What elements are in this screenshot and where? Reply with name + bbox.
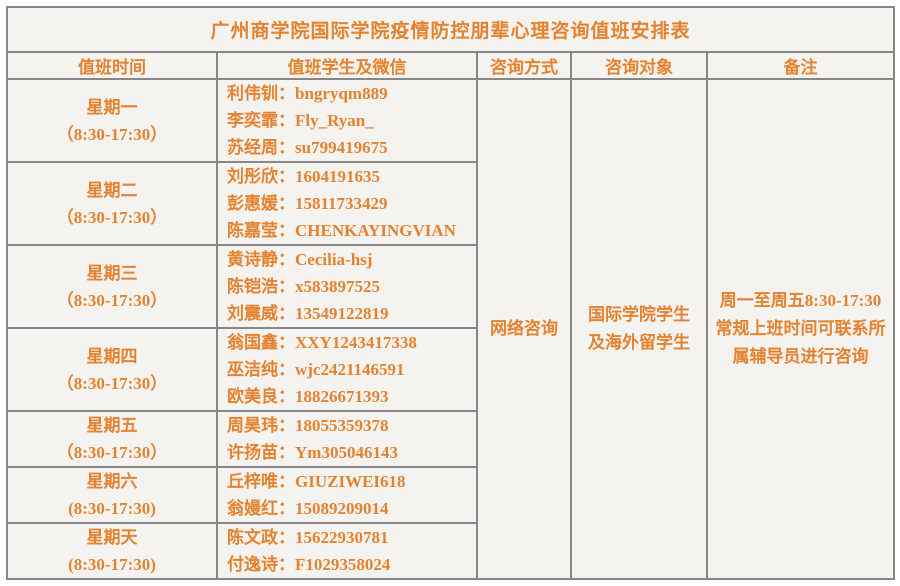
col-header-consult-target: 咨询对象 [570, 51, 708, 80]
consult-target-line: 国际学院学生 [588, 305, 690, 324]
students-wechat-cell: 周昊玮：18055359378 许扬苗：Ym305046143 [216, 410, 478, 468]
remark-line: 常规上班时间可联系所 [715, 319, 886, 338]
duty-day-cell: 星期五 （8:30-17:30） [6, 410, 218, 468]
student-wechat-line: 周昊玮：18055359378 [227, 416, 389, 435]
table-row: 星期五 （8:30-17:30） 周昊玮：18055359378 许扬苗：Ym3050… [6, 410, 894, 468]
duty-time-label: （8:30-17:30） [56, 443, 168, 462]
consult-target-cell: 国际学院学生 及海外留学生 [570, 78, 708, 580]
duty-day-cell: 星期三 （8:30-17:30） [6, 244, 218, 329]
student-wechat-line: 欧美良：18826671393 [227, 387, 389, 406]
student-wechat-line: 翁嫚红：15089209014 [227, 499, 389, 518]
students-wechat-cell: 翁国鑫：XXY1243417338 巫洁纯：wjc2421146591 欧美良：18… [216, 327, 478, 412]
col-header-students-wechat: 值班学生及微信 [216, 51, 478, 80]
header-row: 值班时间 值班学生及微信 咨询方式 咨询对象 备注 [6, 51, 896, 80]
consult-target-line: 及海外留学生 [588, 333, 690, 352]
student-wechat-line: 付逸诗：F1029358024 [227, 555, 391, 574]
students-wechat-cell: 刘彤欣：1604191635 彭惠媛：15811733429 陈嘉莹：CHENKAY… [216, 161, 478, 246]
table-row: 星期一 （8:30-17:30） 利伟钏：bngryqm889 李奕霏：Fly_Rya… [6, 78, 896, 580]
duty-day-label: 星期六 [86, 472, 138, 491]
duty-time-label: （8:30-17:30） [56, 373, 168, 393]
duty-day-cell: 星期四 （8:30-17:30） [6, 327, 218, 412]
student-wechat-line: 陈文政：15622930781 [227, 528, 389, 547]
student-wechat-line: 陈铠浩：x583897525 [227, 277, 380, 296]
duty-time-label: （8:30-17:30） [56, 207, 168, 227]
student-wechat-line: 陈嘉莹：CHENKAYINGVIAN [227, 221, 456, 240]
students-wechat-cell: 丘梓唯：GIUZIWEI618 翁嫚红：15089209014 [216, 466, 478, 524]
col-header-duty-time: 值班时间 [6, 51, 218, 80]
students-wechat-cell: 陈文政：15622930781 付逸诗：F1029358024 [216, 522, 478, 580]
student-wechat-line: 翁国鑫：XXY1243417338 [227, 333, 417, 352]
duty-schedule-table: 广州商学院国际学院疫情防控朋辈心理咨询值班安排表 值班时间 值班学生及微信 咨询… [5, 6, 896, 580]
student-wechat-line: 刘彤欣：1604191635 [227, 167, 380, 186]
duty-time-label: (8:30-17:30) [68, 555, 156, 574]
student-wechat-line: 巫洁纯：wjc2421146591 [227, 360, 405, 379]
table-row: 星期二 （8:30-17:30） 刘彤欣：1604191635 彭惠媛：1581173… [6, 161, 894, 246]
student-wechat-line: 丘梓唯：GIUZIWEI618 [227, 472, 406, 491]
table-row: 星期四 （8:30-17:30） 翁国鑫：XXY1243417338 巫洁纯：wjc2… [6, 327, 894, 412]
table-title: 广州商学院国际学院疫情防控朋辈心理咨询值班安排表 [5, 6, 896, 53]
student-wechat-line: 彭惠媛：15811733429 [227, 194, 388, 213]
duty-day-cell: 星期六 (8:30-17:30) [6, 466, 218, 524]
title-row: 广州商学院国际学院疫情防控朋辈心理咨询值班安排表 [5, 6, 896, 53]
duty-day-label: 星期五 [86, 416, 138, 435]
remark-line: 属辅导员进行咨询 [732, 347, 869, 366]
duty-day-label: 星期四 [86, 346, 138, 366]
remark-line: 周一至周五8:30-17:30 [719, 291, 882, 310]
duty-day-cell: 星期二 （8:30-17:30） [6, 161, 218, 246]
student-wechat-line: 李奕霏：Fly_Ryan_ [227, 111, 374, 130]
duty-time-label: （8:30-17:30） [56, 290, 168, 310]
student-wechat-line: 刘震威：13549122819 [227, 304, 389, 323]
students-wechat-cell: 黄诗静：Cecilia-hsj 陈铠浩：x583897525 刘震威：1354912… [216, 244, 478, 329]
table-row: 星期三 （8:30-17:30） 黄诗静：Cecilia-hsj 陈铠浩：x58389… [6, 244, 894, 329]
student-wechat-line: 许扬苗：Ym305046143 [227, 443, 398, 462]
duty-day-label: 星期天 [86, 528, 138, 547]
table-row: 星期天 (8:30-17:30) 陈文政：15622930781 付逸诗：F10293… [6, 522, 894, 580]
duty-day-label: 星期二 [86, 180, 138, 200]
consult-method-cell: 网络咨询 [476, 78, 572, 580]
duty-day-cell: 星期一 （8:30-17:30） [6, 78, 218, 163]
students-wechat-cell: 利伟钏：bngryqm889 李奕霏：Fly_Ryan_ 苏经周：su7994196… [216, 78, 478, 163]
duty-day-label: 星期一 [86, 97, 138, 117]
col-header-consult-method: 咨询方式 [476, 51, 572, 80]
col-header-remark: 备注 [705, 51, 896, 80]
duty-day-cell: 星期天 (8:30-17:30) [6, 522, 218, 580]
duty-day-label: 星期三 [86, 263, 138, 283]
student-wechat-line: 利伟钏：bngryqm889 [227, 84, 388, 103]
student-wechat-line: 苏经周：su799419675 [227, 138, 388, 157]
duty-time-label: (8:30-17:30) [68, 499, 156, 518]
table-row: 星期六 (8:30-17:30) 丘梓唯：GIUZIWEI618 翁嫚红：150892… [6, 466, 894, 524]
duty-time-label: （8:30-17:30） [56, 124, 168, 144]
student-wechat-line: 黄诗静：Cecilia-hsj [227, 250, 373, 269]
remark-cell: 周一至周五8:30-17:30 常规上班时间可联系所 属辅导员进行咨询 [705, 78, 896, 580]
